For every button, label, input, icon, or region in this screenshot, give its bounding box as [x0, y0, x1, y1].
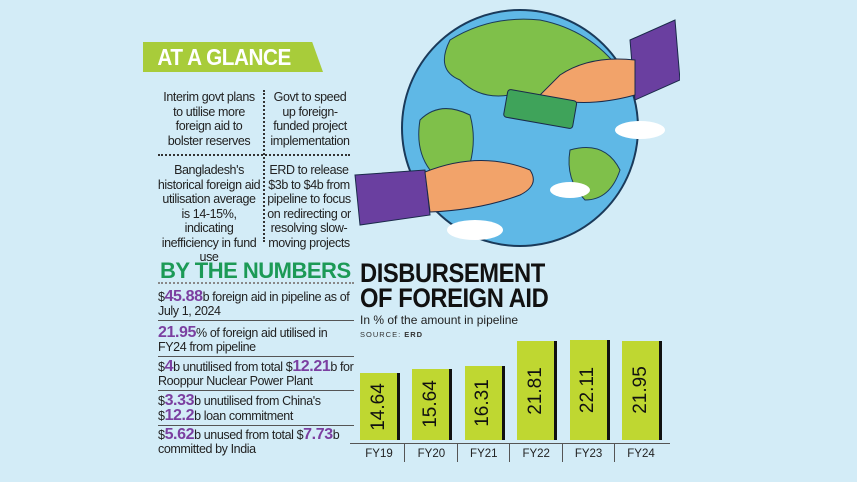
item-text: b for Rooppur Nuclear Power Plant: [158, 360, 354, 388]
glance-item-3: Bangladesh's historical foreign aid util…: [157, 163, 261, 264]
numbers-item: $4b unutilised from total $12.21b for Ro…: [158, 358, 354, 391]
x-axis: [350, 443, 670, 444]
highlight-number: 21.95: [158, 324, 197, 341]
divider: [263, 90, 265, 242]
chart-source: SOURCE: ERD: [360, 330, 423, 339]
glance-item-1: Interim govt plans to utilise more forei…: [163, 90, 255, 148]
x-tick: [509, 444, 511, 462]
bar-FY21: 16.31: [464, 365, 502, 440]
bar-FY24: 21.95: [622, 340, 659, 440]
item-text: $: [158, 428, 165, 442]
highlight-number: 3.33: [164, 392, 195, 409]
bar-FY22: 21.81: [517, 341, 555, 440]
highlight-number: 4: [164, 358, 174, 375]
numbers-item: $45.88b foreign aid in pipeline as of Ju…: [158, 288, 354, 321]
bar-value-label: 22.11: [577, 366, 599, 414]
numbers-item: $5.62b unused from total $7.73b committe…: [158, 426, 354, 458]
x-tick: [404, 444, 406, 462]
glance-item-4: ERD to release $3b to $4b from pipeline …: [267, 163, 351, 250]
glance-item-2: Govt to speed up foreign-funded project …: [270, 90, 350, 148]
highlight-number: 12.21: [292, 358, 331, 375]
x-tick-label: FY19: [365, 448, 393, 460]
item-text: b unutilised from China's $: [158, 394, 321, 423]
x-tick-label: FY20: [417, 448, 446, 460]
bar-FY20: 15.64: [412, 368, 450, 440]
x-tick-label: FY23: [574, 448, 603, 460]
bar-value-label: 14.64: [367, 382, 389, 431]
source-value: ERD: [404, 330, 424, 339]
bar-FY19: 14.64: [360, 373, 397, 440]
bar-value-label: 16.31: [472, 379, 494, 427]
x-tick-label: FY22: [522, 448, 550, 460]
source-label: SOURCE:: [360, 330, 402, 339]
at-a-glance-heading: AT A GLANCE: [143, 42, 323, 72]
by-the-numbers-heading: BY THE NUMBERS: [160, 258, 351, 283]
highlight-number: 12.2: [164, 406, 195, 424]
x-tick-label: FY24: [627, 448, 655, 460]
divider: [158, 154, 350, 156]
chart-title: DISBURSEMENT OF FOREIGN AID: [360, 258, 549, 313]
bar-value-label: 15.64: [419, 380, 441, 429]
item-text: b unused from total $: [194, 428, 304, 442]
chart-subtitle: In % of the amount in pipeline: [360, 313, 519, 327]
bar-value-label: 21.95: [629, 366, 651, 415]
item-text: $: [158, 394, 165, 408]
highlight-number: 7.73: [303, 426, 333, 443]
item-text: b unutilised from total $: [173, 360, 293, 374]
x-tick: [561, 444, 563, 462]
highlight-number: 5.62: [164, 426, 195, 443]
divider: [158, 282, 354, 284]
item-text: b loan commitment: [194, 408, 293, 423]
item-text: % of foreign aid utilised in FY24 from p…: [158, 326, 328, 354]
x-tick-label: FY21: [470, 448, 498, 460]
item-text: $: [158, 290, 165, 304]
x-tick: [456, 444, 458, 462]
item-text: b committed by India: [158, 428, 340, 456]
bar-value-label: 21.81: [524, 366, 546, 415]
highlight-number: 45.88: [164, 288, 203, 305]
x-tick: [614, 444, 615, 462]
item-text: $: [158, 360, 165, 374]
numbers-item: 21.95% of foreign aid utilised in FY24 f…: [158, 324, 354, 357]
bar-FY23: 22.11: [569, 340, 607, 440]
item-text: b foreign aid in pipeline as of July 1, …: [158, 290, 350, 318]
globe-hands-illustration: [354, 9, 680, 247]
numbers-item: $3.33b unutilised from China's $12.2b lo…: [158, 392, 354, 426]
